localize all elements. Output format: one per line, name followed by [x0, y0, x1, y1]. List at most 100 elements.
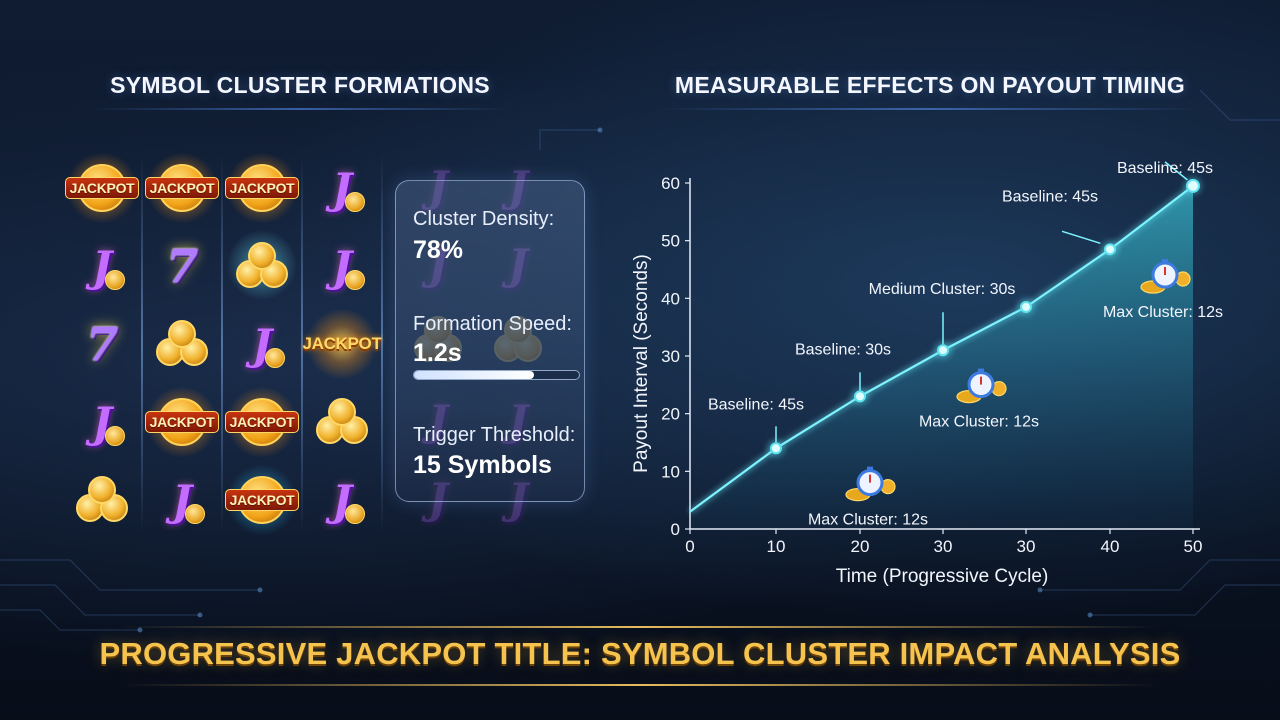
jackpot-symbol-icon: JACKPOT — [224, 151, 300, 225]
annotation-leader-line — [1061, 230, 1101, 245]
reel-cell: JACKPOT — [222, 151, 302, 225]
data-point — [1186, 178, 1200, 193]
trigger-threshold-label: Trigger Threshold: — [413, 424, 576, 446]
gold-coin-icon — [168, 320, 196, 348]
reel-cell: J — [302, 464, 382, 536]
x-tick-label: 30 — [934, 537, 953, 556]
lucky-seven-icon: 7 — [165, 239, 198, 293]
reel-cell: J — [222, 308, 302, 380]
slot-reel-grid: JACKPOT J 7 J JACKPOT 7 JACKPOT J JACKPOT J JACKPO… — [62, 150, 383, 538]
formation-speed-value: 1.2s — [413, 339, 462, 367]
data-point — [1020, 300, 1032, 313]
j-symbol-icon: J — [317, 160, 367, 216]
reel-cell — [142, 308, 222, 380]
reel-cell — [222, 230, 302, 302]
title-divider-left — [90, 108, 510, 110]
section-title-symbol-clusters: SYMBOL CLUSTER FORMATIONS — [110, 72, 490, 98]
jackpot-symbol-icon: JACKPOT — [144, 151, 220, 225]
annotation-leader-line — [1164, 161, 1188, 181]
annotation-label: Baseline: 30s — [795, 341, 891, 358]
jackpot-symbol-text: JACKPOT — [224, 177, 300, 199]
jackpot-symbol-text: JACKPOT — [144, 177, 220, 199]
y-tick-label: 30 — [661, 347, 680, 366]
j-symbol-icon: J — [77, 238, 127, 294]
reel-column: JACKPOT J 7 J — [62, 150, 143, 538]
jackpot-symbol-text: JACKPOT — [64, 177, 140, 199]
reel-column: JACKPOT J JACKPOT JACKPOT — [222, 150, 303, 538]
x-tick-label: 50 — [1184, 537, 1203, 556]
y-tick-label: 20 — [661, 405, 680, 424]
jackpot-symbol-icon: JACKPOT — [224, 385, 300, 459]
lucky-seven-icon: 7 — [85, 317, 118, 371]
reel-column: JACKPOT 7 JACKPOT J — [142, 150, 223, 538]
data-point — [1104, 243, 1116, 256]
j-symbol-icon: J — [317, 472, 367, 528]
reel-column: J J JACKPOT J — [302, 150, 383, 538]
section-title-payout-timing: MEASURABLE EFFECTS ON PAYOUT TIMING — [674, 72, 1186, 98]
coin-stack-icon — [74, 474, 130, 526]
j-symbol-icon: J — [317, 238, 367, 294]
cluster-density-value: 78% — [413, 236, 464, 264]
formation-speed-label: Formation Speed: — [413, 313, 572, 335]
cluster-stats-panel: Cluster Density: 78% Formation Speed: 1.… — [395, 180, 585, 502]
x-axis-label: Time (Progressive Cycle) — [836, 566, 1049, 587]
j-symbol-icon: J — [157, 472, 207, 528]
ghost-reel-column: J J J J — [478, 150, 558, 538]
jackpot-symbol-icon: JACKPOT — [144, 385, 220, 459]
reel-cell: JACKPOT — [302, 307, 382, 381]
reel-cell: 7 — [142, 230, 222, 302]
annotation-label: Max Cluster: 12s — [808, 512, 928, 529]
jackpot-symbol-text: JACKPOT — [224, 411, 300, 433]
annotation-label: Baseline: 45s — [1002, 188, 1098, 205]
cluster-density-label: Cluster Density: — [413, 208, 555, 230]
formation-speed-bar — [413, 370, 580, 380]
reel-cell: JACKPOT — [222, 385, 302, 459]
trigger-threshold-value: 15 Symbols — [413, 451, 552, 479]
reel-cell: J — [62, 230, 142, 302]
jackpot-symbol-text: JACKPOT — [144, 411, 220, 433]
reel-cell: JACKPOT — [222, 463, 302, 537]
ghost-reel-column: J J J J — [398, 150, 478, 538]
reel-cell: J — [302, 230, 382, 302]
reel-cell: JACKPOT — [142, 385, 222, 459]
reel-cell — [302, 386, 382, 458]
x-tick-label: 0 — [685, 537, 694, 556]
reel-cell: J — [142, 464, 222, 536]
jackpot-symbol-text: JACKPOT — [302, 334, 382, 353]
y-tick-label: 10 — [661, 462, 680, 481]
footer-divider-bottom — [120, 684, 1160, 686]
reel-cell — [62, 464, 142, 536]
coin-stack-icon — [314, 396, 370, 448]
j-symbol-icon: J — [77, 394, 127, 450]
jackpot-symbol-icon: JACKPOT — [224, 463, 300, 537]
gold-coin-icon — [248, 242, 276, 270]
jackpot-symbol-icon: JACKPOT — [64, 151, 140, 225]
y-tick-label: 60 — [661, 174, 680, 193]
annotation-label: Baseline: 45s — [1117, 160, 1213, 177]
x-tick-label: 20 — [851, 537, 870, 556]
jackpot-symbol-icon: JACKPOT — [302, 307, 382, 381]
gold-coin-icon — [328, 398, 356, 426]
reel-cell: J — [62, 386, 142, 458]
formation-speed-bar-fill — [414, 371, 535, 379]
x-tick-label: 30 — [1017, 537, 1036, 556]
coin-stack-icon — [226, 230, 298, 300]
reel-cell: J — [302, 152, 382, 224]
annotation-label: Baseline: 45s — [708, 396, 804, 413]
footer-divider-top — [120, 626, 1160, 628]
y-axis-label: Payout Interval (Seconds) — [631, 254, 652, 473]
data-point — [854, 390, 866, 403]
gold-coin-icon — [88, 476, 116, 504]
footer-title: PROGRESSIVE JACKPOT TITLE: SYMBOL CLUSTE… — [99, 636, 1181, 671]
reel-cell: JACKPOT — [142, 151, 222, 225]
x-tick-label: 40 — [1101, 537, 1120, 556]
annotation-label: Max Cluster: 12s — [1103, 304, 1223, 321]
data-point — [937, 344, 949, 357]
reel-cell: JACKPOT — [62, 151, 142, 225]
j-symbol-icon: J — [237, 316, 287, 372]
annotation-label: Max Cluster: 12s — [919, 414, 1039, 431]
y-tick-label: 0 — [671, 520, 680, 539]
stopwatch-button — [867, 466, 873, 471]
payout-timing-chart: 0 10 20 30 40 50 60 0 10 20 30 30 40 50 Time (Progress… — [631, 160, 1223, 587]
coin-stack-icon — [154, 318, 210, 370]
